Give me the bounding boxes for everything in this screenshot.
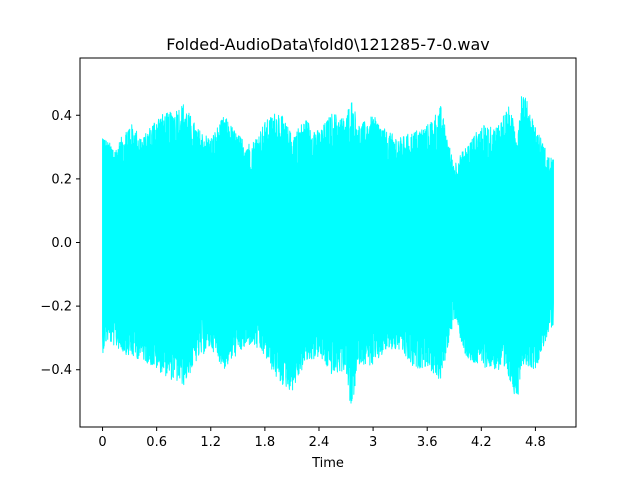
x-tick-label: 1.2	[200, 435, 221, 450]
y-tick-label: −0.2	[40, 300, 72, 315]
chart-title: Folded-AudioData\fold0\121285-7-0.wav	[166, 35, 490, 54]
plot-area	[102, 96, 554, 404]
x-tick-label: 4.8	[525, 435, 546, 450]
x-axis-ticks: 0 0.6 1.2 1.8 2.4 3 3.6 4.2 4.8	[98, 427, 546, 450]
x-tick-label: 2.4	[309, 435, 330, 450]
x-tick-label: 0	[98, 435, 106, 450]
waveform-line	[102, 96, 554, 404]
x-tick-label: 1.8	[255, 435, 276, 450]
y-tick-label: 0.0	[51, 236, 72, 251]
axes-frame	[79, 57, 577, 428]
x-tick-label: 3.6	[417, 435, 438, 450]
y-axis-ticks: −0.4 −0.2 0.0 0.2 0.4	[40, 109, 80, 378]
y-tick-label: 0.4	[51, 109, 72, 124]
y-tick-label: −0.4	[40, 363, 72, 378]
y-tick-label: 0.2	[51, 172, 72, 187]
x-tick-label: 4.2	[471, 435, 492, 450]
x-tick-label: 3	[369, 435, 377, 450]
x-axis-label: Time	[311, 456, 344, 471]
x-tick-label: 0.6	[146, 435, 167, 450]
